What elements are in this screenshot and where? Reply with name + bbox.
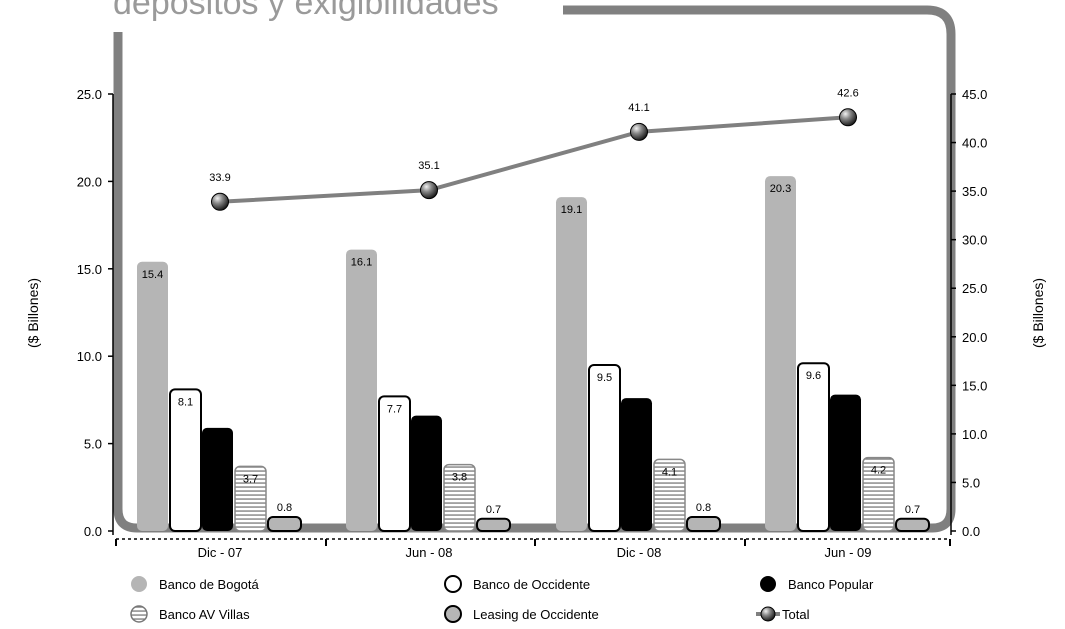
total-line: [219, 115, 849, 204]
y-axis-label-right: ($ Billones): [1030, 278, 1046, 348]
bar-3-3: [862, 456, 895, 532]
bar-value-label: 20.3: [770, 183, 791, 195]
right-tick-label: 35.0: [962, 184, 987, 199]
total-value-label: 35.1: [418, 160, 439, 172]
bar-0-3: [765, 176, 796, 531]
y-axis-label-left: ($ Billones): [25, 278, 41, 348]
right-tick-label: 20.0: [962, 330, 987, 345]
bar-value-label: 7.8: [838, 402, 853, 414]
bar-1-2: [588, 363, 621, 532]
legend-label: Banco de Bogotá: [159, 577, 260, 592]
bar-value-label: 9.6: [806, 370, 821, 382]
category-labels: Dic - 07 Jun - 08 Dic - 08 Jun - 09: [115, 539, 951, 560]
legend-label: Banco Popular: [788, 577, 874, 592]
bar-3-2: [653, 458, 686, 532]
bar-value-label: 0.8: [696, 502, 711, 514]
bar-3-0: [234, 465, 267, 532]
bar-2-0: [202, 427, 233, 531]
legend-swatch: [444, 575, 462, 593]
x-category-label: Jun - 08: [406, 545, 453, 560]
bar-value-label: 0.7: [486, 504, 501, 516]
right-tick-label: 10.0: [962, 427, 987, 442]
total-value-label: 41.1: [628, 102, 649, 114]
bar-value-label: 15.4: [142, 269, 163, 281]
legend-label: Leasing de Occidente: [473, 607, 599, 622]
right-tick-label: 15.0: [962, 378, 987, 393]
bar-value-label: 16.1: [351, 257, 372, 269]
chart-title: depósitos y exigibilidades: [113, 0, 499, 22]
right-tick-label: 30.0: [962, 233, 987, 248]
bar-value-label: 5.9: [210, 435, 225, 447]
bar-0-2: [556, 197, 587, 531]
left-tick-label: 0.0: [84, 524, 102, 539]
right-tick-label: 5.0: [962, 475, 980, 490]
right-axis-ticks: 0.0 5.0 10.0 15.0 20.0 25.0 30.0 35.0 40.0 45.0: [951, 87, 987, 539]
right-tick-label: 45.0: [962, 87, 987, 102]
total-marker: [211, 192, 229, 211]
total-marker: [630, 122, 648, 141]
left-axis-ticks: 0.0 5.0 10.0 15.0 20.0 25.0: [77, 87, 113, 539]
bar-value-label: 19.1: [561, 204, 582, 216]
bar-1-3: [797, 362, 830, 532]
total-line-group: 33.9 35.1 41.1 42.6: [209, 87, 859, 211]
legend-swatch: [131, 576, 147, 592]
bars-group: 15.4 16.1 19.1 20.3 8.1 7.7 9.5 9.6 5.9 6.6 7.6 7.8…: [137, 176, 930, 532]
right-tick-label: 0.0: [962, 524, 980, 539]
bar-3-1: [443, 463, 476, 532]
x-category-label: Dic - 08: [617, 545, 662, 560]
right-tick-label: 25.0: [962, 281, 987, 296]
bar-2-2: [621, 398, 652, 531]
chart-frame: [113, 5, 956, 533]
left-tick-label: 25.0: [77, 87, 102, 102]
total-value-label: 42.6: [837, 87, 858, 99]
x-category-label: Dic - 07: [198, 545, 243, 560]
bar-value-label: 4.1: [662, 466, 677, 478]
left-tick-label: 20.0: [77, 174, 102, 189]
legend-label: Banco AV Villas: [159, 607, 250, 622]
bar-2-3: [830, 394, 861, 531]
bar-value-label: 8.1: [178, 396, 193, 408]
total-marker: [420, 181, 438, 200]
bar-value-label: 3.7: [243, 473, 258, 485]
total-marker: [839, 108, 857, 127]
left-tick-label: 15.0: [77, 262, 102, 277]
total-value-label: 33.9: [209, 172, 230, 184]
bar-4-3: [895, 517, 930, 532]
bar-0-0: [137, 261, 168, 531]
left-tick-label: 10.0: [77, 349, 102, 364]
legend-label: Total: [782, 607, 810, 622]
bar-4-2: [686, 516, 721, 532]
bar-value-label: 0.8: [277, 502, 292, 514]
bar-value-label: 3.8: [452, 472, 467, 484]
bar-4-1: [476, 517, 511, 532]
legend-swatch: [760, 576, 776, 592]
legend-swatch: [130, 605, 148, 623]
bar-4-0: [267, 516, 302, 532]
x-category-label: Jun - 09: [825, 545, 872, 560]
legend: Banco de Bogotá Banco de Occidente Banco P…: [130, 575, 874, 623]
bar-value-label: 7.6: [629, 405, 644, 417]
legend-swatch: [760, 606, 776, 622]
bar-1-1: [378, 395, 411, 532]
right-tick-label: 40.0: [962, 136, 987, 151]
bar-value-label: 0.7: [905, 504, 920, 516]
bar-value-label: 4.2: [871, 465, 886, 477]
legend-swatch: [444, 605, 462, 623]
bar-2-1: [411, 415, 442, 531]
bar-value-label: 7.7: [387, 403, 402, 415]
bar-0-1: [346, 249, 377, 531]
bar-value-label: 6.6: [419, 423, 434, 435]
left-tick-label: 5.0: [84, 437, 102, 452]
bar-1-0: [169, 388, 202, 532]
bar-value-label: 9.5: [597, 372, 612, 384]
legend-label: Banco de Occidente: [473, 577, 590, 592]
